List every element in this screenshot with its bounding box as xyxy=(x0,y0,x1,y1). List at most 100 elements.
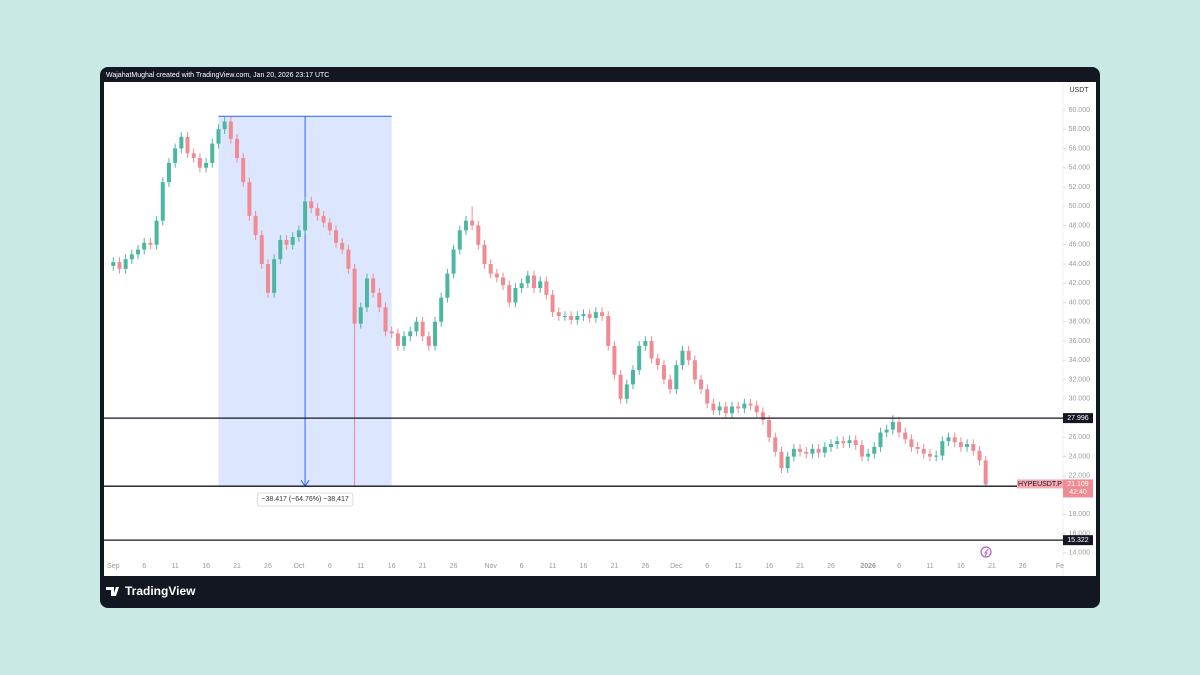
y-tick-label: 36.000 xyxy=(1069,338,1091,345)
price-label: 27.996 xyxy=(1067,415,1089,422)
candle-body xyxy=(290,237,295,245)
candle-body xyxy=(154,220,159,245)
candle-body xyxy=(265,264,270,293)
candle-body xyxy=(686,350,691,361)
x-tick-label: 26 xyxy=(264,563,272,570)
last-price-box xyxy=(1063,479,1093,498)
y-tick-label: 14.000 xyxy=(1069,550,1091,557)
candle-body xyxy=(513,288,518,303)
candle-body xyxy=(618,374,623,399)
candle-body xyxy=(315,208,320,216)
candle-body xyxy=(222,121,227,130)
candle-body xyxy=(897,421,902,433)
candle-body xyxy=(692,360,697,380)
candle-body xyxy=(878,432,883,447)
candle-body xyxy=(977,450,982,461)
candle-body xyxy=(185,136,190,154)
candle-body xyxy=(810,448,815,454)
candle-body xyxy=(166,162,171,183)
candle-body xyxy=(346,249,351,269)
candle-body xyxy=(445,273,450,298)
candle-body xyxy=(804,451,809,454)
candle-body xyxy=(909,439,914,447)
candle-body xyxy=(179,136,184,149)
x-tick-label: 16 xyxy=(957,563,965,570)
y-tick-label: 54.000 xyxy=(1069,165,1091,172)
candle-body xyxy=(216,129,221,144)
candle-body xyxy=(958,442,963,447)
candle-body xyxy=(828,444,833,447)
candle-body xyxy=(457,230,462,250)
candle-body xyxy=(600,312,605,316)
candle-body xyxy=(717,406,722,411)
candle-body xyxy=(983,460,988,485)
candle-body xyxy=(377,292,382,308)
candle-body xyxy=(501,277,506,286)
candle-body xyxy=(371,278,376,293)
candle-body xyxy=(253,215,258,236)
candle-body xyxy=(921,448,926,454)
candle-body xyxy=(550,294,555,313)
candle-body xyxy=(402,336,407,346)
y-tick-label: 24.000 xyxy=(1069,453,1091,460)
y-tick-label: 52.000 xyxy=(1069,184,1091,191)
candle-body xyxy=(389,331,394,334)
candle-body xyxy=(971,444,976,451)
x-tick-label: 11 xyxy=(549,563,556,570)
candle-body xyxy=(952,437,957,443)
candle-body xyxy=(587,314,592,318)
candle-body xyxy=(352,268,357,324)
x-tick-label: Dec xyxy=(670,563,683,570)
candle-body xyxy=(767,420,772,438)
candle-body xyxy=(414,321,419,332)
candle-body xyxy=(562,316,567,317)
candle-body xyxy=(532,275,537,289)
currency: USDT xyxy=(1069,87,1089,94)
candle-body xyxy=(606,316,611,346)
x-tick-label: 6 xyxy=(897,563,901,570)
candle-body xyxy=(890,421,895,430)
candle-body xyxy=(816,448,821,453)
candle-body xyxy=(241,158,246,183)
candle-body xyxy=(507,285,512,303)
y-tick-label: 22.000 xyxy=(1069,473,1091,480)
candle-body xyxy=(655,358,660,366)
candle-body xyxy=(872,446,877,454)
x-tick-label: 11 xyxy=(735,563,742,570)
candle-body xyxy=(748,403,753,406)
candle-body xyxy=(173,148,178,163)
x-tick-label: 16 xyxy=(580,563,588,570)
x-tick-label: 6 xyxy=(142,563,146,570)
candle-body xyxy=(779,451,784,469)
candle-body xyxy=(488,264,493,274)
candle-body xyxy=(142,242,147,250)
candle-body xyxy=(358,307,363,324)
x-tick-label: 21 xyxy=(988,563,996,570)
candle-body xyxy=(408,331,413,337)
candle-body xyxy=(395,333,400,346)
y-tick-label: 30.000 xyxy=(1069,396,1091,403)
candle-body xyxy=(538,281,543,289)
candle-body xyxy=(420,321,425,337)
x-tick-label: 21 xyxy=(796,563,804,570)
candle-body xyxy=(451,249,456,274)
candle-body xyxy=(674,365,679,390)
x-tick-label: 11 xyxy=(926,563,933,570)
candle-body xyxy=(637,345,642,370)
y-tick-label: 44.000 xyxy=(1069,261,1091,268)
x-tick-label: Nov xyxy=(484,563,497,570)
credit: WajahatMughal created with TradingView.c… xyxy=(106,72,329,79)
x-tick-label: Oct xyxy=(293,563,304,570)
candle-body xyxy=(643,341,648,346)
x-tick-label: 21 xyxy=(233,563,241,570)
candle-body xyxy=(575,316,580,320)
price-label-box xyxy=(1063,413,1093,424)
candle-body xyxy=(946,437,951,442)
candle-body xyxy=(476,225,481,245)
symbol-box xyxy=(1017,479,1063,489)
candle-body xyxy=(649,341,654,359)
candle-body xyxy=(940,441,945,456)
candle-body xyxy=(426,336,431,346)
candle-body xyxy=(612,345,617,375)
